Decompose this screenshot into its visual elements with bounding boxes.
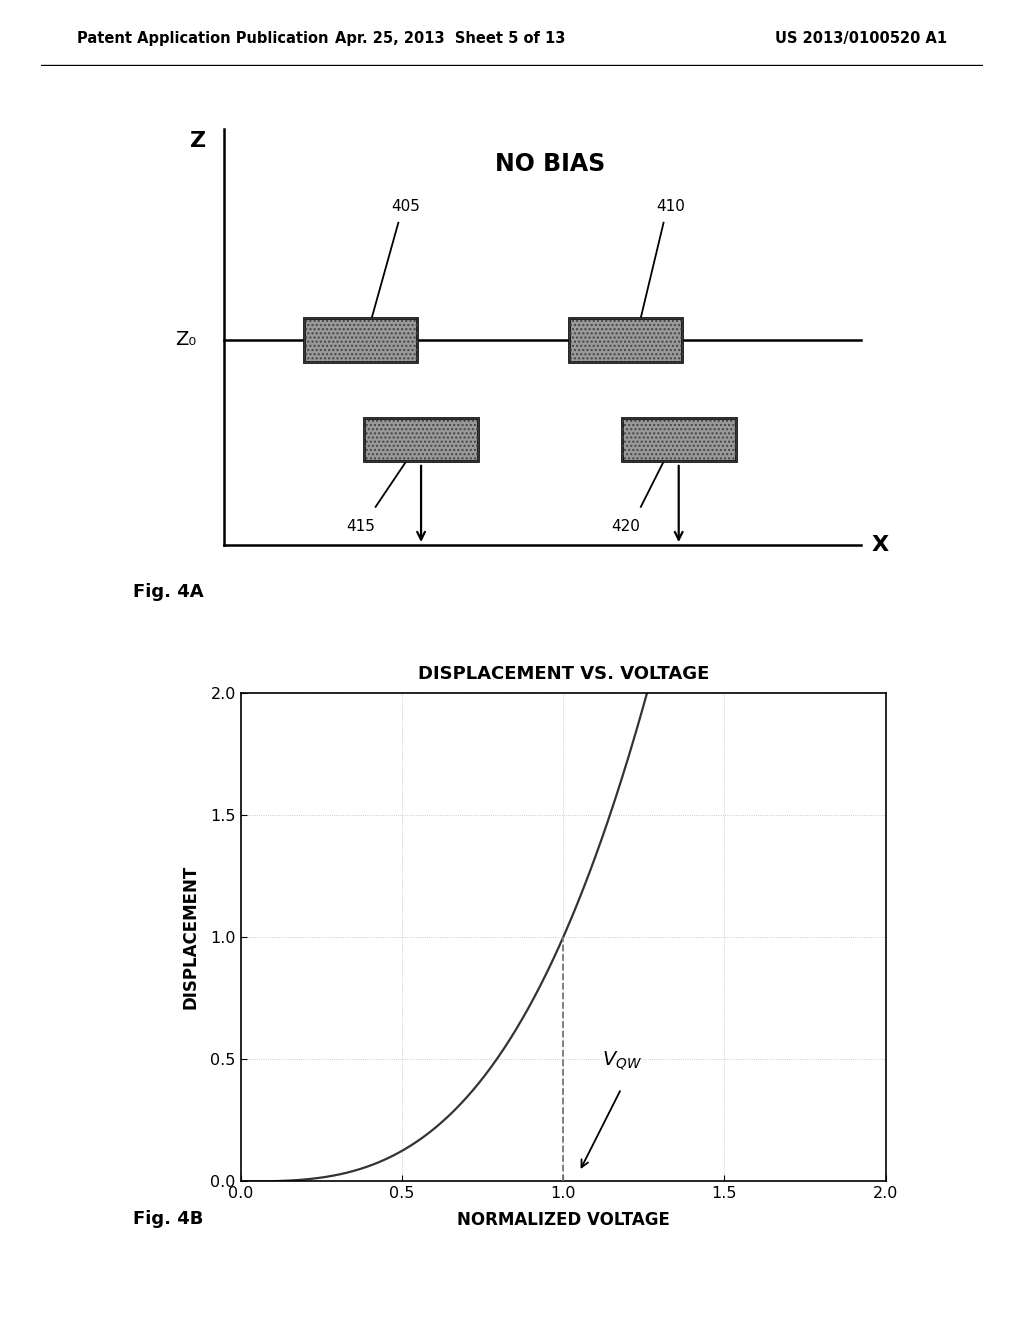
Title: DISPLACEMENT VS. VOLTAGE: DISPLACEMENT VS. VOLTAGE (418, 665, 709, 684)
Bar (569, 318, 682, 362)
Bar (569, 318, 682, 362)
X-axis label: NORMALIZED VOLTAGE: NORMALIZED VOLTAGE (457, 1210, 670, 1229)
Text: Fig. 4A: Fig. 4A (133, 582, 204, 601)
Text: Z: Z (190, 131, 206, 150)
Bar (365, 417, 478, 462)
Text: NO BIAS: NO BIAS (495, 152, 605, 176)
Text: Fig. 4B: Fig. 4B (133, 1209, 204, 1228)
Text: $V_{QW}$: $V_{QW}$ (602, 1049, 642, 1072)
Bar (622, 417, 735, 462)
Bar (365, 417, 478, 462)
Y-axis label: DISPLACEMENT: DISPLACEMENT (181, 865, 199, 1010)
Text: 405: 405 (391, 199, 420, 214)
Text: 410: 410 (656, 199, 685, 214)
Text: Apr. 25, 2013  Sheet 5 of 13: Apr. 25, 2013 Sheet 5 of 13 (336, 32, 565, 46)
Bar (303, 318, 418, 362)
Text: Patent Application Publication: Patent Application Publication (77, 32, 329, 46)
Bar (303, 318, 418, 362)
Text: US 2013/0100520 A1: US 2013/0100520 A1 (775, 32, 947, 46)
Text: X: X (871, 535, 889, 554)
Text: 415: 415 (346, 519, 375, 533)
Bar (622, 417, 735, 462)
Text: Z₀: Z₀ (175, 330, 196, 350)
Text: 420: 420 (611, 519, 640, 533)
